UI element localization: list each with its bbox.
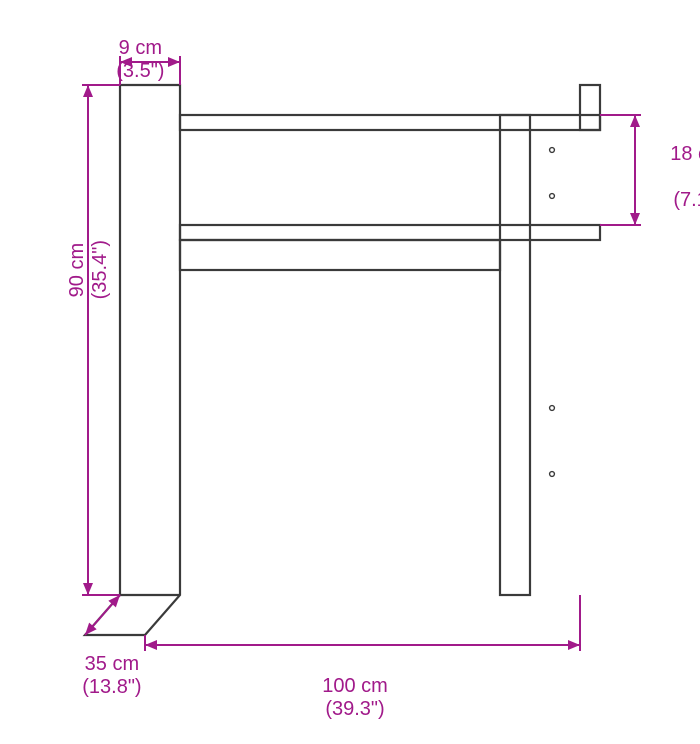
- diagram-stage: 90 cm (35.4") 35 cm (13.8") 100 cm (39.3…: [0, 0, 700, 700]
- dim-shelf-imperial: (7.1"): [673, 189, 700, 211]
- dim-width-label: 100 cm (39.3"): [300, 652, 388, 744]
- dim-top-thick-label: 9 cm (3.5"): [94, 14, 164, 106]
- dim-depth-imperial: (13.8"): [82, 676, 141, 698]
- dim-height-metric: 90 cm: [66, 242, 88, 296]
- dim-height-label: 90 cm (35.4"): [43, 240, 135, 322]
- dim-width-imperial: (39.3"): [325, 698, 384, 720]
- dim-top-metric: 9 cm: [119, 37, 162, 59]
- dim-shelf-metric: 18 cm: [670, 143, 700, 165]
- dim-shelf-gap-label: 18 cm (7.1"): [648, 120, 700, 235]
- dim-depth-label: 35 cm (13.8"): [60, 630, 142, 722]
- dim-height-imperial: (35.4"): [89, 240, 111, 299]
- dim-depth-metric: 35 cm: [85, 653, 139, 675]
- dim-width-metric: 100 cm: [322, 675, 388, 697]
- dim-top-imperial: (3.5"): [116, 60, 164, 82]
